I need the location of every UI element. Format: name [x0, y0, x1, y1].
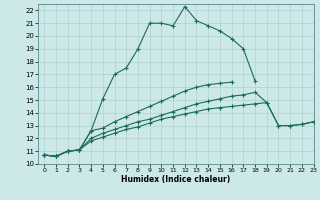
X-axis label: Humidex (Indice chaleur): Humidex (Indice chaleur) [121, 175, 231, 184]
